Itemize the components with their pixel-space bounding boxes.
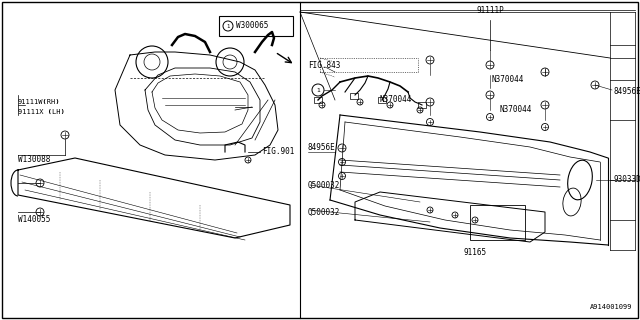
Bar xyxy=(470,205,525,240)
Text: FIG.843: FIG.843 xyxy=(308,60,340,69)
Text: W140055: W140055 xyxy=(18,215,51,225)
Text: N370044: N370044 xyxy=(500,106,532,115)
Bar xyxy=(378,97,386,103)
FancyBboxPatch shape xyxy=(219,16,293,36)
Text: 91165: 91165 xyxy=(463,248,486,257)
Polygon shape xyxy=(18,158,290,238)
Text: FIG.901: FIG.901 xyxy=(262,148,294,156)
Text: 1: 1 xyxy=(316,87,320,92)
Text: 84956E: 84956E xyxy=(614,87,640,97)
Polygon shape xyxy=(355,192,545,242)
Text: W300065: W300065 xyxy=(236,21,268,30)
Bar xyxy=(314,97,322,103)
Text: 84956E: 84956E xyxy=(307,143,335,153)
Text: 91111P: 91111P xyxy=(476,6,504,15)
Text: N370044: N370044 xyxy=(380,95,412,105)
Text: 1: 1 xyxy=(227,23,230,28)
Text: Q500032: Q500032 xyxy=(308,180,340,189)
Bar xyxy=(350,93,358,99)
Text: 93033D: 93033D xyxy=(614,175,640,185)
Bar xyxy=(418,102,426,108)
Text: W130088: W130088 xyxy=(18,156,51,164)
Text: 91111X ❪LH❫: 91111X ❪LH❫ xyxy=(18,109,65,115)
Text: N370044: N370044 xyxy=(492,76,524,84)
Text: 91111W❪RH❫: 91111W❪RH❫ xyxy=(18,99,61,105)
Text: Q500032: Q500032 xyxy=(308,207,340,217)
Text: A914001099: A914001099 xyxy=(589,304,632,310)
